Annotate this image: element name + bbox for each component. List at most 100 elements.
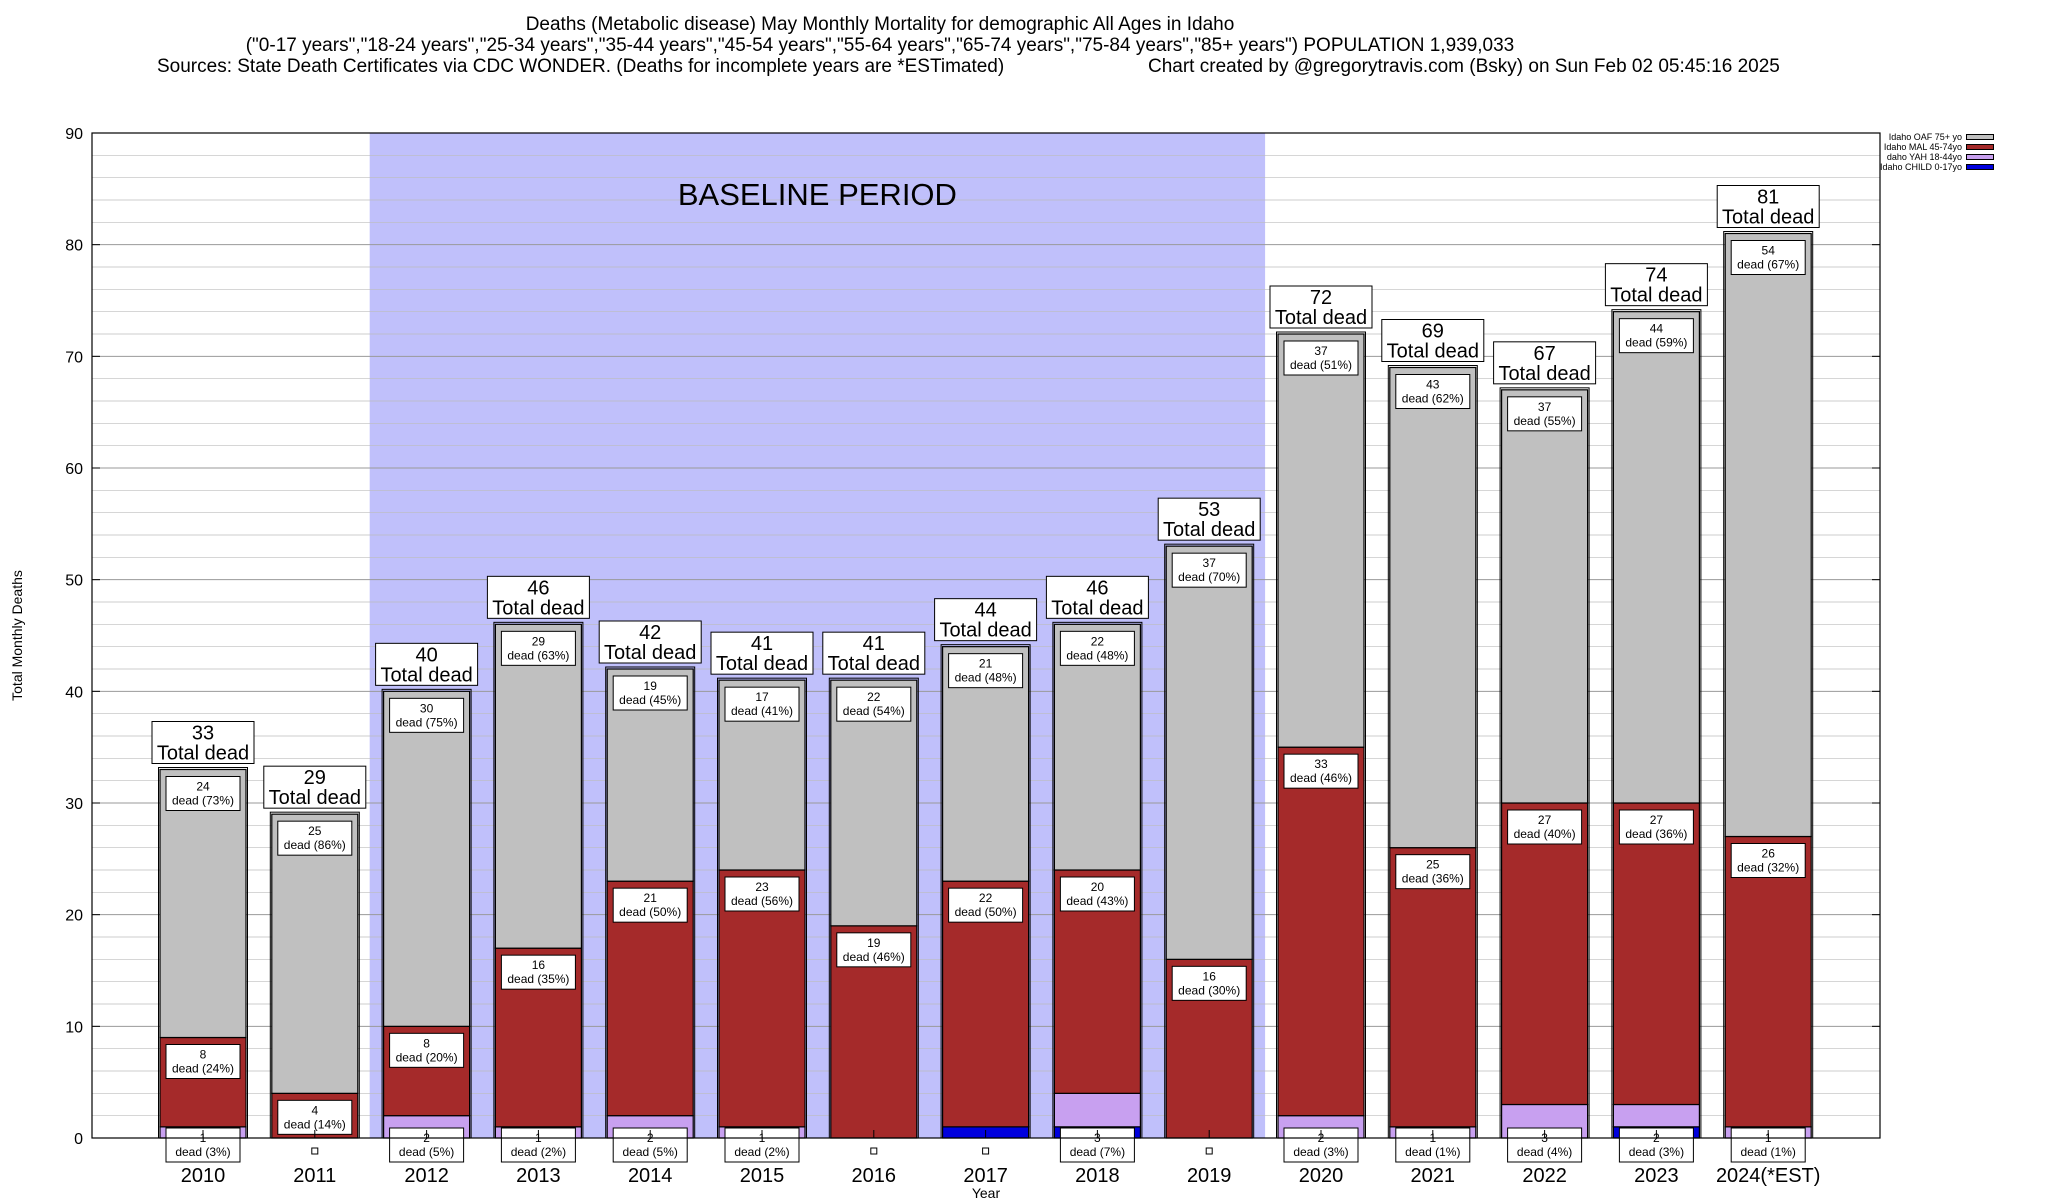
segment-pct-label: dead (55%) xyxy=(1514,414,1576,428)
x-tick-label: 2013 xyxy=(516,1165,561,1187)
segment-label-box xyxy=(1507,396,1583,432)
segment-pct-label: dead (7%) xyxy=(1070,1145,1125,1159)
bar-segment xyxy=(1612,802,1701,1106)
legend-swatch xyxy=(1966,134,1995,140)
total-caption-label: Total dead xyxy=(1275,307,1367,329)
segment-value-label: 22 xyxy=(1091,634,1105,648)
total-label-box xyxy=(1493,341,1597,385)
bar-segment xyxy=(1612,1103,1701,1128)
segment-pct-label: dead (63%) xyxy=(507,648,569,662)
segment-pct-label: dead (24%) xyxy=(172,1062,234,1076)
segment-pct-label: dead (67%) xyxy=(1737,258,1799,272)
segment-label-box xyxy=(1059,876,1135,912)
x-tick-label: 2023 xyxy=(1634,1165,1679,1187)
segment-pct-label: dead (54%) xyxy=(843,704,905,718)
segment-pct-label: dead (62%) xyxy=(1402,392,1464,406)
segment-pct-label: dead (56%) xyxy=(731,894,793,908)
bar-segment xyxy=(1277,333,1365,748)
segment-label-box xyxy=(389,697,465,733)
segment-pct-label: dead (35%) xyxy=(507,972,569,986)
segment-label-box xyxy=(1618,809,1694,845)
segment-value-label: 30 xyxy=(420,701,434,715)
segment-pct-label: dead (59%) xyxy=(1625,336,1687,350)
legend-swatch xyxy=(1966,154,1995,160)
segment-value-label: 37 xyxy=(1314,344,1328,358)
title-line-2: ("0-17 years","18-24 years","25-34 years… xyxy=(245,35,1515,56)
total-caption-label: Total dead xyxy=(1387,341,1479,363)
total-value-label: 69 xyxy=(1422,321,1444,343)
segment-value-label: 17 xyxy=(755,690,769,704)
segment-value-label: 27 xyxy=(1650,813,1664,827)
segment-value-label: 22 xyxy=(979,891,993,905)
segment-pct-label: dead (14%) xyxy=(284,1117,346,1131)
segment-value-label: 21 xyxy=(644,891,658,905)
y-tick-label: 70 xyxy=(65,349,83,366)
legend-item-mal: Idaho MAL 45-74yo xyxy=(1880,142,1995,152)
bar-segment xyxy=(1500,802,1589,1106)
y-tick-label: 90 xyxy=(65,126,83,143)
total-caption-label: Total dead xyxy=(1163,519,1255,541)
segment-value-label: 43 xyxy=(1426,378,1440,392)
segment-pct-label: dead (51%) xyxy=(1290,358,1352,372)
baseline-period-label: BASELINE PERIOD xyxy=(678,177,957,212)
y-tick-label: 80 xyxy=(65,238,83,255)
chart-title: Deaths (Metabolic disease) May Monthly M… xyxy=(0,14,1760,56)
segment-pct-label: dead (70%) xyxy=(1178,570,1240,584)
legend-item-yah: daho YAH 18-44yo xyxy=(1880,152,1995,162)
y-tick-label: 50 xyxy=(65,573,83,590)
x-tick-label: 2017 xyxy=(963,1165,1008,1187)
baseline-marker xyxy=(1205,1147,1213,1155)
y-tick-label: 60 xyxy=(65,461,83,478)
total-label-box xyxy=(1604,263,1708,307)
segment-value-label: 24 xyxy=(196,780,210,794)
segment-pct-label: dead (50%) xyxy=(955,905,1017,919)
total-caption-label: Total dead xyxy=(828,653,920,675)
segment-label-box xyxy=(836,932,912,968)
sources-note: Sources: State Death Certificates via CD… xyxy=(157,56,1005,77)
segment-label-box xyxy=(724,876,800,912)
x-axis-title: Year xyxy=(972,1185,1001,1200)
segment-label-box xyxy=(1171,965,1247,1001)
bar-segment xyxy=(1724,232,1812,838)
bar-segment xyxy=(1389,366,1477,849)
segment-label-box xyxy=(500,954,576,990)
total-value-label: 74 xyxy=(1645,265,1667,287)
x-tick-label: 2018 xyxy=(1075,1165,1120,1187)
segment-label-box xyxy=(1283,340,1359,376)
segment-pct-label: dead (50%) xyxy=(619,905,681,919)
total-label-box xyxy=(598,620,702,664)
legend-item-child: Idaho CHILD 0-17yo xyxy=(1880,162,1995,172)
x-tick-label: 2010 xyxy=(181,1165,226,1187)
segment-label-box xyxy=(165,1044,241,1079)
bar-segment xyxy=(1724,835,1812,1128)
y-axis-title: Total Monthly Deaths xyxy=(9,570,25,701)
legend-label: daho YAH 18-44yo xyxy=(1886,152,1963,162)
total-value-label: 41 xyxy=(751,633,773,655)
segment-value-label: 29 xyxy=(532,634,546,648)
segment-pct-label: dead (75%) xyxy=(396,715,458,729)
total-value-label: 53 xyxy=(1198,499,1220,521)
segment-pct-label: dead (2%) xyxy=(511,1145,566,1159)
total-label-box xyxy=(1045,575,1149,619)
total-label-box xyxy=(375,642,479,686)
total-caption-label: Total dead xyxy=(157,743,249,765)
bar-segment xyxy=(1165,545,1253,960)
segment-pct-label: dead (3%) xyxy=(1293,1145,1348,1159)
y-tick-label: 20 xyxy=(65,908,83,925)
x-tick-label: 2015 xyxy=(740,1165,785,1187)
segment-label-box xyxy=(1395,374,1471,409)
total-value-label: 67 xyxy=(1533,343,1555,365)
total-value-label: 29 xyxy=(304,767,326,789)
segment-value-label: 37 xyxy=(1538,400,1552,414)
segment-pct-label: dead (46%) xyxy=(843,950,905,964)
legend-swatch xyxy=(1966,144,1995,150)
segment-label-box xyxy=(277,1099,353,1135)
segment-pct-label: dead (43%) xyxy=(1066,894,1128,908)
segment-label-box xyxy=(1730,240,1806,275)
x-tick-label: 2019 xyxy=(1187,1165,1232,1187)
segment-label-box xyxy=(1507,809,1583,845)
segment-label-box xyxy=(1059,630,1135,666)
total-value-label: 72 xyxy=(1310,287,1332,309)
x-tick-label: 2024(*EST) xyxy=(1716,1165,1821,1187)
segment-value-label: 44 xyxy=(1650,322,1664,336)
